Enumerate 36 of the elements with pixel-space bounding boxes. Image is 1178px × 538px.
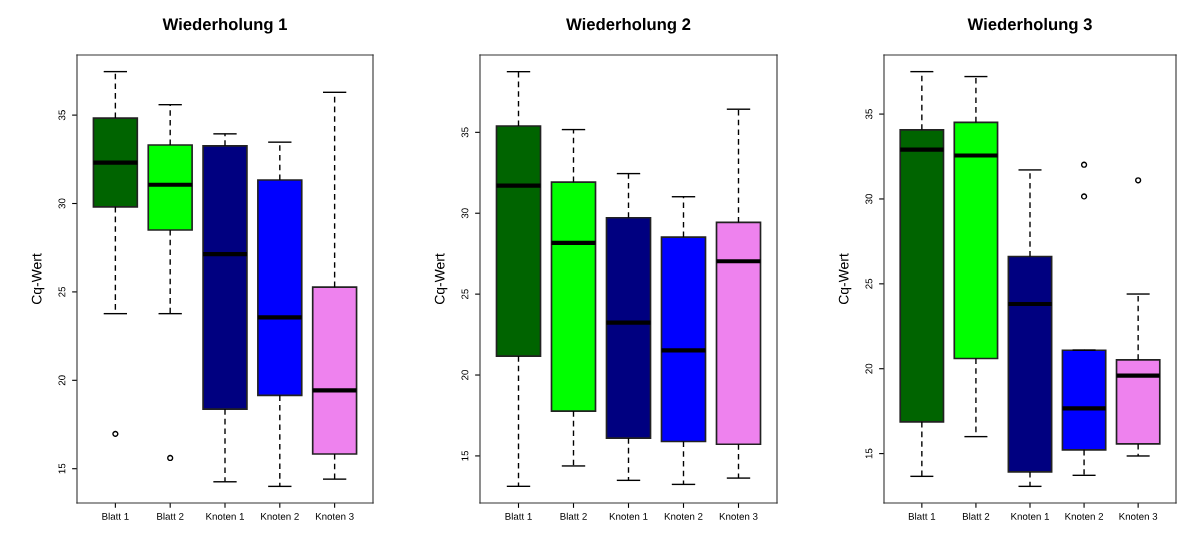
x-tick-label: Blatt 2 — [560, 512, 587, 520]
x-tick-label: Knoten 2 — [1065, 512, 1104, 520]
x-tick-label: Blatt 1 — [505, 512, 532, 520]
x-tick-label: Knoten 1 — [609, 513, 648, 520]
x-tick-label: Knoten 2 — [261, 512, 299, 520]
y-tick-label: 35 — [58, 110, 66, 121]
y-tick-label: 35 — [461, 127, 469, 138]
y-tick-label: 30 — [461, 208, 469, 219]
x-tick-label: Knoten 3 — [315, 512, 354, 520]
x-tick-label: Knoten 1 — [1011, 513, 1049, 520]
y-tick-label: 15 — [865, 448, 873, 459]
x-tick-label: Blatt 1 — [102, 512, 129, 520]
x-tick-label: Blatt 1 — [908, 512, 936, 520]
chart-title: Wiederholung 1 — [162, 17, 287, 34]
x-tick-label: Knoten 1 — [206, 513, 244, 520]
y-axis-title: Cq-Wert — [31, 253, 45, 305]
x-tick-label: Knoten 2 — [664, 512, 703, 520]
y-axis-title: Cq-Wert — [838, 253, 852, 305]
y-tick-label: 20 — [865, 363, 873, 374]
y-tick-label: 35 — [865, 109, 873, 120]
chart-title: Wiederholung 3 — [967, 17, 1092, 34]
y-tick-label: 30 — [58, 198, 66, 209]
y-tick-label: 30 — [865, 193, 873, 204]
y-tick-label: 20 — [58, 375, 66, 386]
x-tick-label: Blatt 2 — [962, 512, 990, 520]
chart-title: Wiederholung 2 — [566, 17, 691, 34]
x-tick-label: Knoten 3 — [1119, 512, 1158, 520]
y-tick-label: 20 — [461, 370, 469, 380]
y-tick-label: 25 — [461, 289, 469, 300]
y-axis-title: Cq-Wert — [434, 253, 448, 305]
y-tick-label: 15 — [58, 463, 66, 474]
y-tick-label: 25 — [58, 286, 66, 297]
x-tick-label: Knoten 3 — [719, 512, 758, 520]
y-tick-label: 15 — [461, 450, 469, 461]
x-tick-label: Blatt 2 — [157, 512, 184, 520]
y-tick-label: 25 — [865, 278, 873, 289]
